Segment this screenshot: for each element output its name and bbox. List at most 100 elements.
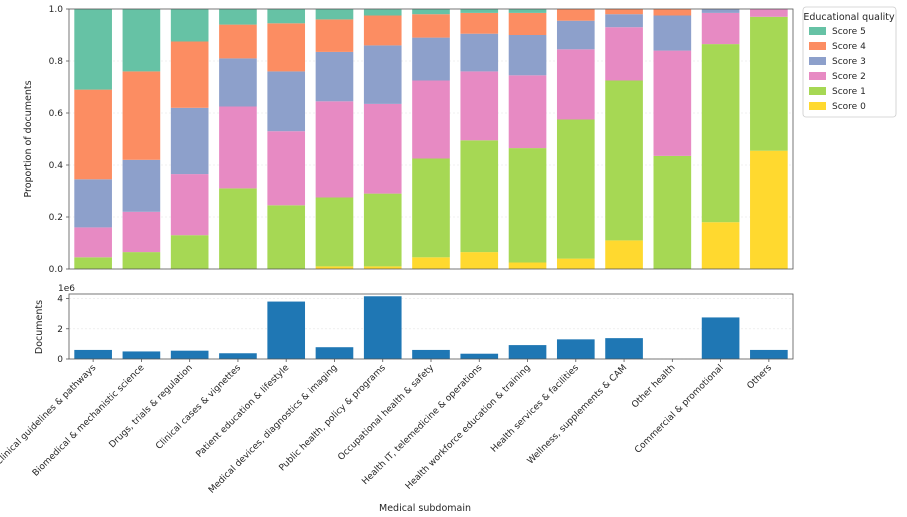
bar-segment-score-2 — [74, 227, 112, 258]
bar-segment-score-3 — [412, 37, 450, 81]
legend-title: Educational quality — [803, 12, 895, 23]
count-bar — [412, 349, 450, 359]
bar-segment-score-4 — [508, 12, 547, 35]
bar-segment-score-4 — [605, 9, 643, 15]
top-y-tick-label: 1.0 — [49, 5, 64, 15]
bar-segment-score-1 — [605, 80, 643, 241]
bar-segment-score-5 — [460, 9, 499, 13]
bar-segment-score-2 — [363, 103, 402, 194]
legend-swatch — [809, 57, 826, 65]
bar-segment-score-4 — [412, 14, 450, 38]
bar-segment-score-4 — [315, 19, 354, 52]
bar-segment-score-2 — [508, 75, 547, 149]
x-category-label: Other health — [630, 363, 677, 410]
bottom-y-tick-label: 2 — [57, 325, 63, 335]
bar-segment-score-2 — [605, 27, 643, 81]
legend-swatch — [809, 42, 826, 50]
legend-label: Score 2 — [832, 72, 866, 82]
top-stacked-bars — [74, 9, 788, 269]
x-axis-label: Medical subdomain — [379, 503, 471, 514]
bottom-y-ticks: 0 2 4 — [57, 295, 69, 365]
bar-segment-score-3 — [315, 51, 354, 102]
bar-segment-score-0 — [556, 258, 595, 269]
bar-segment-score-1 — [460, 140, 499, 253]
bar-segment-score-1 — [267, 205, 306, 269]
bar-segment-score-0 — [363, 266, 402, 269]
bar-segment-score-2 — [315, 101, 354, 198]
bar-segment-score-0 — [315, 266, 354, 269]
bar-segment-score-4 — [74, 89, 112, 180]
x-category-label: Drugs, trials & regulation — [108, 363, 195, 450]
legend-swatch — [809, 102, 826, 110]
x-category-label: Clinical guidelines & pathways — [0, 363, 98, 468]
bar-segment-score-3 — [701, 9, 740, 13]
bar-segment-score-2 — [219, 106, 257, 189]
bar-segment-score-3 — [605, 14, 643, 28]
bar-segment-score-5 — [508, 9, 547, 13]
top-y-tick-label: 0.8 — [49, 57, 64, 67]
bar-segment-score-3 — [267, 71, 306, 132]
bar-segment-score-0 — [460, 252, 499, 269]
bar-segment-score-0 — [701, 222, 740, 269]
bar-segment-score-0 — [605, 240, 643, 269]
bottom-axes-frame — [68, 293, 794, 360]
legend-swatch — [809, 27, 826, 35]
bar-segment-score-1 — [508, 148, 547, 263]
x-category-label: Clinical cases & vignettes — [154, 363, 243, 452]
bar-segment-score-1 — [315, 197, 354, 267]
top-y-tick-label: 0.6 — [49, 109, 64, 119]
x-category-label: Wellness, supplements & CAM — [526, 363, 629, 466]
count-bar — [267, 301, 306, 359]
bar-segment-score-2 — [701, 12, 740, 45]
top-axes-frame — [68, 8, 794, 270]
bar-segment-score-3 — [219, 58, 257, 107]
bar-segment-score-3 — [74, 179, 112, 228]
x-category-labels: Clinical guidelines & pathwaysBiomedical… — [0, 359, 774, 496]
legend-swatch — [809, 72, 826, 80]
bar-segment-score-1 — [412, 158, 450, 258]
bar-segment-score-4 — [219, 24, 257, 59]
bar-segment-score-4 — [556, 9, 595, 21]
bar-segment-score-1 — [170, 235, 209, 269]
legend-label: Score 3 — [832, 57, 866, 67]
bottom-y-tick-label: 4 — [57, 295, 63, 305]
bar-segment-score-2 — [750, 9, 788, 17]
x-category-label: Commercial & promotional — [633, 363, 726, 456]
x-category-label: Occupational health & safety — [336, 363, 436, 463]
bottom-y-axis-label: Documents — [34, 300, 45, 354]
count-bar — [508, 345, 547, 359]
bar-segment-score-1 — [122, 252, 161, 269]
bar-segment-score-2 — [460, 71, 499, 141]
bar-segment-score-5 — [74, 9, 112, 90]
bar-segment-score-5 — [267, 9, 306, 24]
legend-label: Score 1 — [832, 87, 866, 97]
count-bar — [315, 347, 354, 359]
bar-segment-score-1 — [750, 16, 788, 151]
bar-segment-score-5 — [122, 9, 161, 72]
bar-segment-score-2 — [653, 50, 692, 156]
bar-segment-score-1 — [363, 193, 402, 267]
bar-segment-score-4 — [267, 23, 306, 72]
top-y-tick-label: 0.4 — [49, 161, 64, 171]
x-category-label: Others — [746, 363, 775, 392]
bar-segment-score-4 — [170, 41, 209, 108]
bar-segment-score-2 — [122, 211, 161, 253]
bar-segment-score-2 — [556, 49, 595, 120]
bar-segment-score-1 — [74, 257, 112, 269]
bar-segment-score-0 — [508, 262, 547, 269]
bar-segment-score-4 — [653, 9, 692, 16]
bar-segment-score-3 — [653, 15, 692, 51]
bar-segment-score-2 — [170, 174, 209, 236]
bar-segment-score-5 — [315, 9, 354, 20]
bar-segment-score-0 — [750, 150, 788, 269]
bar-segment-score-2 — [412, 80, 450, 159]
legend-box — [802, 6, 897, 118]
legend-swatch — [809, 87, 826, 95]
x-category-label: Public health, policy & programs — [278, 363, 389, 474]
legend-label: Score 4 — [832, 42, 866, 52]
bar-segment-score-5 — [219, 9, 257, 25]
bar-segment-score-1 — [701, 44, 740, 223]
bottom-bars — [74, 296, 788, 359]
